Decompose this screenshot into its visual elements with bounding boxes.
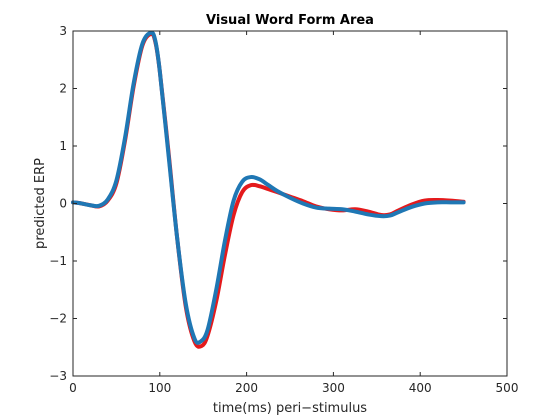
y-tick-label: 0 [59,197,67,211]
x-tick-label: 500 [496,381,519,395]
y-tick-label: −3 [49,369,67,383]
series-line-2 [71,30,466,345]
chart-title: Visual Word Form Area [206,13,374,28]
y-axis-label: predicted ERP [33,158,48,249]
y-tick-label: −2 [49,312,67,326]
tick-layer: 0 100 200 300 400 500 −3 −2 −1 0 1 2 3 [49,24,518,395]
x-tick-label: 0 [69,381,77,395]
y-tick-label: −1 [49,254,67,268]
x-tick-label: 400 [409,381,432,395]
x-tick-label: 300 [322,381,345,395]
y-tick-label: 2 [59,82,67,96]
x-axis-label: time(ms) peri−stimulus [213,401,367,416]
x-tick-label: 100 [148,381,171,395]
y-tick-label: 3 [59,24,67,38]
x-tick-label: 200 [235,381,258,395]
series-layer [71,30,466,349]
y-tick-label: 1 [59,139,67,153]
